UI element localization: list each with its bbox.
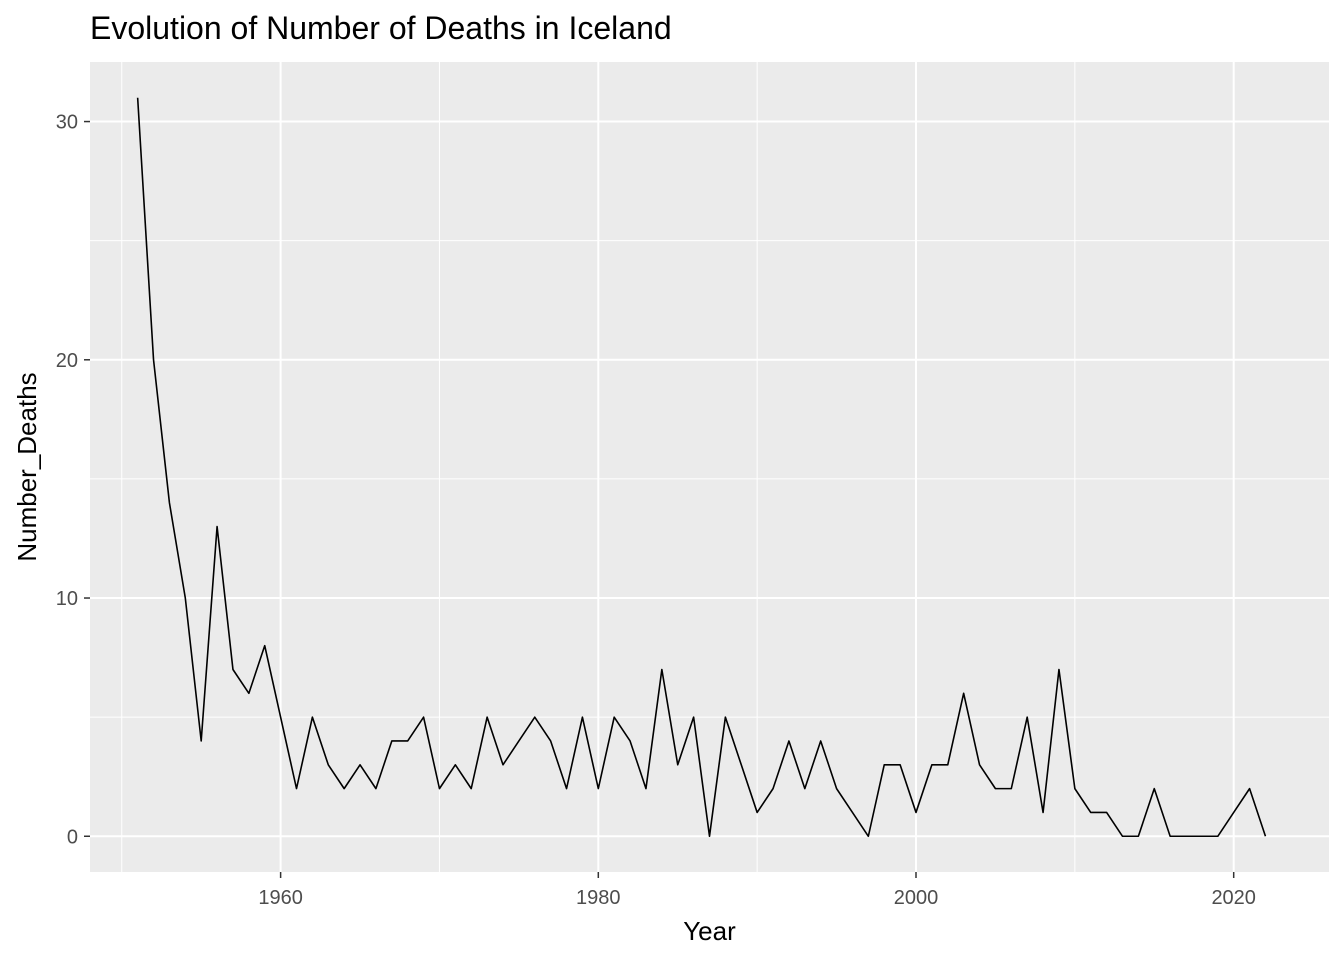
minor-gridlines (90, 62, 1329, 872)
x-tick-label: 1960 (258, 887, 303, 909)
plot-panel (90, 62, 1329, 872)
y-tick-label: 20 (56, 350, 78, 372)
y-tick-label: 0 (67, 826, 78, 848)
series-line (136, 97, 1267, 838)
y-axis-title: Number_Deaths (12, 372, 42, 561)
x-axis-title: Year (683, 916, 736, 946)
x-axis-ticks: 1960 1980 2000 2020 (258, 872, 1256, 909)
chart-title: Evolution of Number of Deaths in Iceland (90, 10, 672, 46)
y-tick-label: 10 (56, 588, 78, 610)
y-axis-ticks: 0 10 20 30 (56, 112, 90, 848)
y-tick-label: 30 (56, 112, 78, 134)
x-tick-label: 1980 (576, 887, 621, 909)
x-tick-label: 2000 (894, 887, 939, 909)
x-tick-label: 2020 (1211, 887, 1256, 909)
